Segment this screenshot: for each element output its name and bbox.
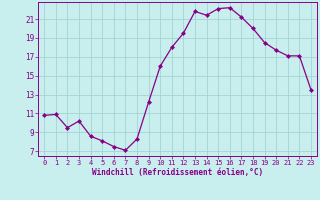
X-axis label: Windchill (Refroidissement éolien,°C): Windchill (Refroidissement éolien,°C)	[92, 168, 263, 177]
